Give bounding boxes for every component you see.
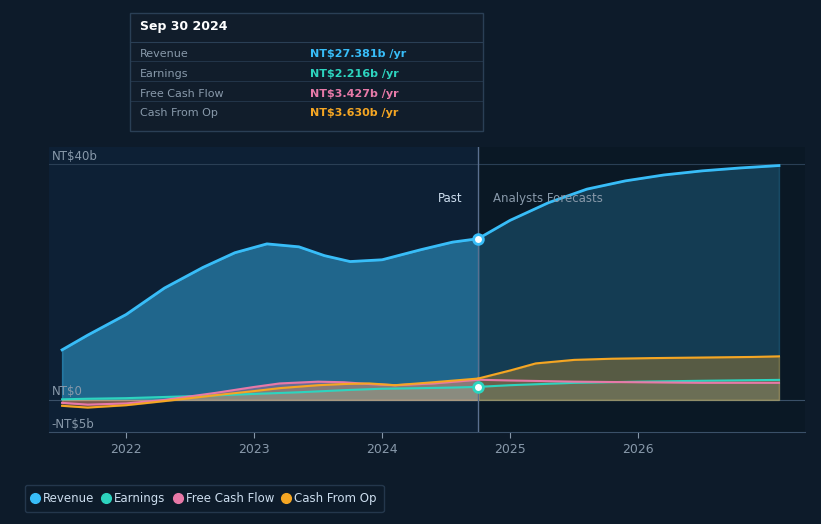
Text: Cash From Op: Cash From Op bbox=[140, 108, 218, 118]
Text: NT$3.427b /yr: NT$3.427b /yr bbox=[310, 89, 399, 99]
Text: Analysts Forecasts: Analysts Forecasts bbox=[493, 192, 603, 205]
Text: NT$2.216b /yr: NT$2.216b /yr bbox=[310, 69, 399, 79]
Text: NT$3.630b /yr: NT$3.630b /yr bbox=[310, 108, 399, 118]
Text: Earnings: Earnings bbox=[140, 69, 188, 79]
Text: Past: Past bbox=[438, 192, 463, 205]
Text: NT$27.381b /yr: NT$27.381b /yr bbox=[310, 49, 406, 59]
Text: Revenue: Revenue bbox=[140, 49, 188, 59]
Text: NT$40b: NT$40b bbox=[52, 150, 98, 162]
Text: -NT$5b: -NT$5b bbox=[52, 418, 94, 431]
Text: Free Cash Flow: Free Cash Flow bbox=[140, 89, 223, 99]
Text: Sep 30 2024: Sep 30 2024 bbox=[140, 20, 227, 33]
Bar bbox=[49, 147, 478, 432]
Legend: Revenue, Earnings, Free Cash Flow, Cash From Op: Revenue, Earnings, Free Cash Flow, Cash … bbox=[25, 485, 383, 512]
Text: NT$0: NT$0 bbox=[52, 385, 83, 398]
Bar bbox=[478, 147, 805, 432]
